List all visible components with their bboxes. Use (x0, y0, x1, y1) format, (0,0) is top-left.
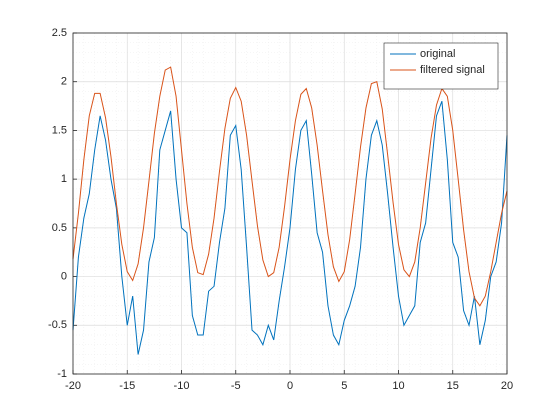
x-tick-label: 5 (341, 380, 347, 392)
x-tick-label: 20 (501, 380, 513, 392)
x-tick-label: 0 (287, 380, 293, 392)
y-tick-label: 2 (61, 76, 67, 88)
x-tick-label: -20 (65, 380, 81, 392)
x-tick-label: 10 (392, 380, 404, 392)
y-tick-label: 0 (61, 270, 67, 282)
x-tick-label: 15 (447, 380, 459, 392)
legend-box (383, 42, 499, 90)
y-tick-label: -1 (57, 368, 67, 380)
series-line (72, 66, 508, 307)
label-layer: -20 -15 -10 -5 0 5 10 15 20 -1 -0.5 0 0.5 1 1.5 2 2.5 (48, 27, 513, 392)
y-tick-label: 0.5 (52, 222, 67, 234)
x-tick-label: -5 (231, 380, 241, 392)
y-tick-label: 2.5 (52, 27, 67, 39)
x-tick-label: -10 (174, 380, 190, 392)
legend-label: original (420, 48, 455, 60)
legend-label: filtered signal (420, 64, 485, 76)
legend: original filtered signal (383, 42, 499, 90)
y-tick-label: 1.5 (52, 124, 67, 136)
x-tick-label: -15 (119, 380, 135, 392)
plot-frame (72, 32, 508, 375)
y-tick-label: 1 (61, 173, 67, 185)
line-layer (72, 66, 508, 355)
y-tick-label: -0.5 (48, 319, 67, 331)
series-line (72, 101, 508, 355)
